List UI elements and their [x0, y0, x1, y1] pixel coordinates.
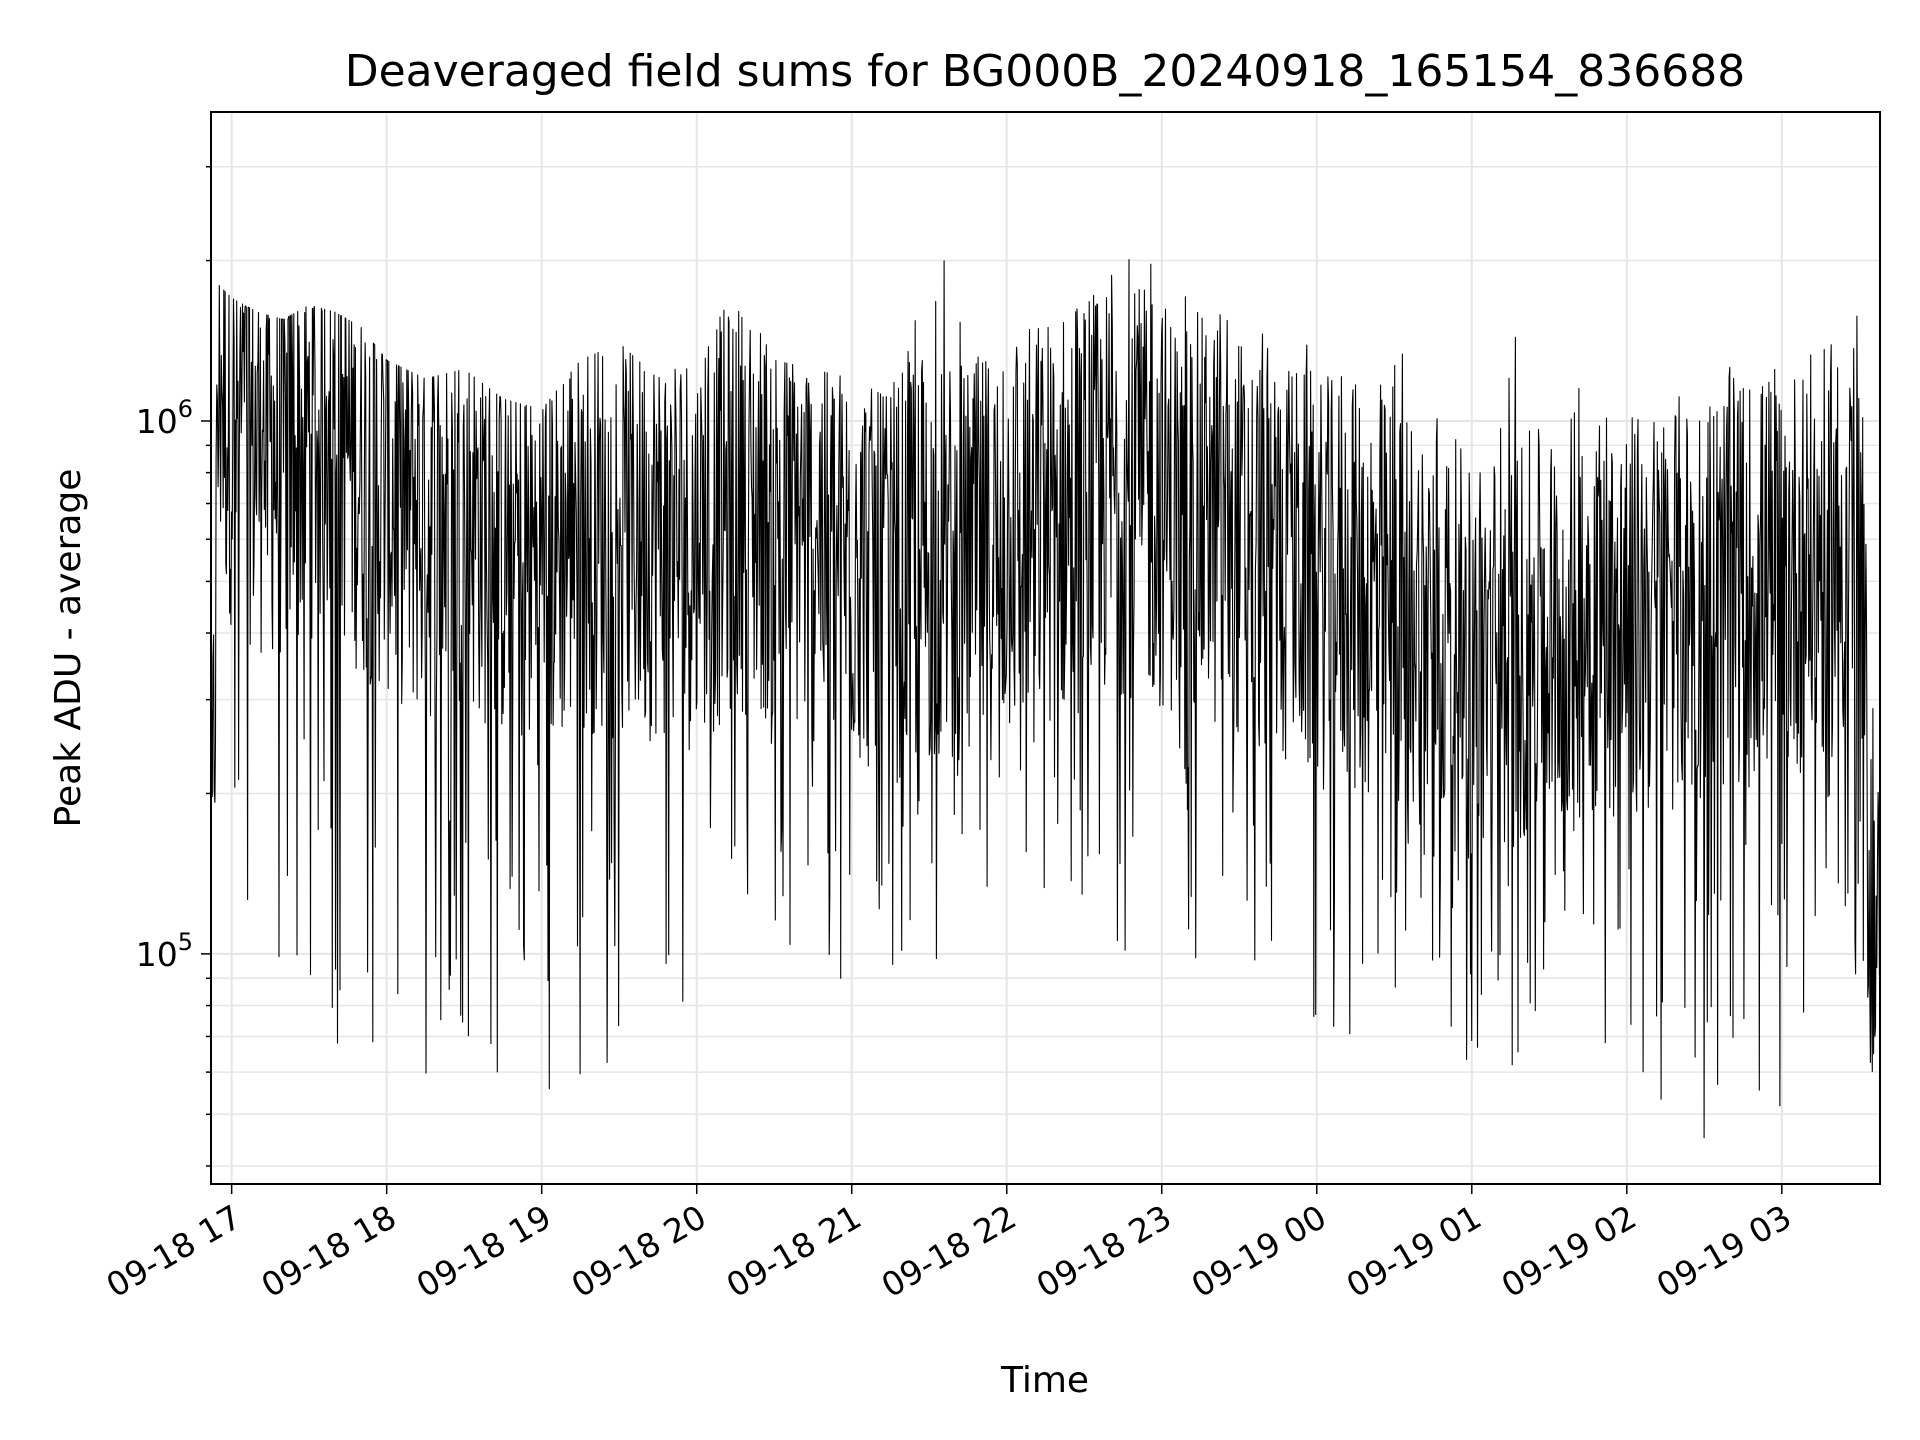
y-tick-label: 105	[136, 928, 193, 974]
y-axis: 105 106	[136, 165, 211, 1167]
chart-title: Deaveraged field sums for BG000B_2024091…	[345, 46, 1746, 97]
plot-frame	[210, 111, 1881, 1185]
x-axis-label: Time	[1000, 1360, 1089, 1401]
plot-area	[210, 259, 1881, 1139]
y-axis-label: Peak ADU - average	[48, 469, 89, 828]
series-line	[210, 259, 1881, 1139]
y-tick-label: 106	[136, 395, 193, 441]
